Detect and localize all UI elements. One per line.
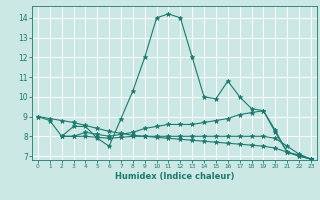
X-axis label: Humidex (Indice chaleur): Humidex (Indice chaleur) (115, 172, 234, 181)
